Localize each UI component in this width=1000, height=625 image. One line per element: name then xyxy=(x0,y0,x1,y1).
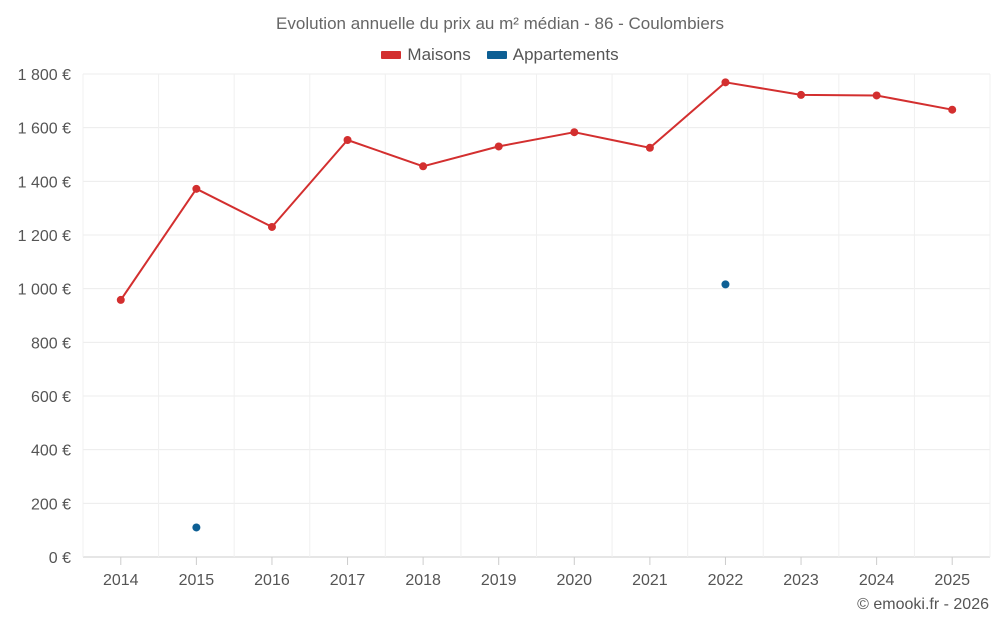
y-tick-label: 1 400 € xyxy=(18,174,71,191)
data-point-maisons[interactable] xyxy=(419,162,428,171)
x-tick-label: 2016 xyxy=(254,572,290,589)
data-point-maisons[interactable] xyxy=(948,105,957,114)
y-tick-label: 1 200 € xyxy=(18,228,71,245)
series-line-maisons xyxy=(119,81,953,301)
x-tick-label: 2022 xyxy=(708,572,744,589)
data-point-maisons[interactable] xyxy=(343,136,352,145)
y-tick-label: 200 € xyxy=(31,496,71,513)
data-point-maisons[interactable] xyxy=(872,91,881,100)
legend-label-appartements: Appartements xyxy=(512,45,619,64)
data-point-maisons[interactable] xyxy=(494,142,503,151)
data-point-maisons[interactable] xyxy=(797,90,806,99)
y-tick-label: 1 000 € xyxy=(18,282,71,299)
legend-item-appartements[interactable]: Appartements xyxy=(486,45,619,65)
y-tick-label: 1 800 € xyxy=(18,67,71,84)
grid xyxy=(82,73,991,558)
legend-label-maisons: Maisons xyxy=(407,45,471,64)
data-point-maisons[interactable] xyxy=(267,222,276,231)
x-tick-label: 2020 xyxy=(556,572,592,589)
data-point-appartements[interactable] xyxy=(721,280,730,289)
y-tick-label: 400 € xyxy=(31,443,71,460)
axes: 0 € 200 € 400 € 600 € 800 € 1 000 € 1 200 € 1 4… xyxy=(18,67,970,589)
x-tick-label: 2015 xyxy=(179,572,215,589)
y-tick-label: 600 € xyxy=(31,389,71,406)
x-tick-label: 2023 xyxy=(783,572,819,589)
data-point-maisons[interactable] xyxy=(721,78,730,87)
legend-swatch-appartements xyxy=(486,51,507,59)
data-point-appartements[interactable] xyxy=(192,523,201,532)
data-point-maisons[interactable] xyxy=(116,295,125,304)
x-tick-label: 2017 xyxy=(330,572,366,589)
x-tick-label: 2019 xyxy=(481,572,517,589)
x-tick-label: 2021 xyxy=(632,572,668,589)
y-tick-label: 800 € xyxy=(31,335,71,352)
x-tick-label: 2025 xyxy=(934,572,970,589)
x-tick-label: 2024 xyxy=(859,572,895,589)
x-tick-label: 2014 xyxy=(103,572,139,589)
x-tick-label: 2018 xyxy=(405,572,441,589)
chart-title: Evolution annuelle du prix au m² médian … xyxy=(276,14,724,33)
y-tick-label: 0 € xyxy=(49,550,71,567)
legend: Maisons Appartements xyxy=(0,45,1000,65)
data-point-maisons[interactable] xyxy=(645,143,654,152)
legend-swatch-maisons xyxy=(381,51,402,59)
data-point-maisons[interactable] xyxy=(192,184,201,193)
y-tick-label: 1 600 € xyxy=(18,121,71,138)
legend-item-maisons[interactable]: Maisons xyxy=(381,45,471,65)
series xyxy=(116,78,957,532)
data-point-maisons[interactable] xyxy=(570,128,579,137)
credit: © emooki.fr - 2026 xyxy=(857,596,989,613)
